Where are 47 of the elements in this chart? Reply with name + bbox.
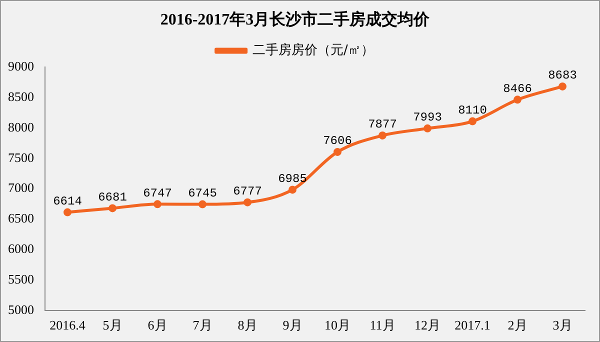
x-tick-label: 9月 bbox=[282, 318, 302, 333]
x-tick-label: 11月 bbox=[370, 318, 396, 333]
y-tick-label: 7000 bbox=[8, 180, 34, 196]
point bbox=[558, 82, 566, 90]
point bbox=[334, 148, 342, 156]
point bbox=[198, 200, 206, 208]
y-tick-label: 5500 bbox=[8, 271, 34, 286]
data-label: 6985 bbox=[278, 172, 307, 186]
x-tick-label: 5月 bbox=[102, 318, 122, 333]
point bbox=[424, 124, 432, 132]
data-label: 6745 bbox=[188, 186, 217, 200]
chart-title: 2016-2017年3月长沙市二手房成交均价 bbox=[160, 10, 431, 29]
point bbox=[514, 96, 522, 104]
x-tick-label: 8月 bbox=[238, 318, 258, 333]
y-tick-label: 6500 bbox=[8, 210, 34, 226]
x-tick-label: 3月 bbox=[552, 318, 572, 333]
y-tick-label: 5000 bbox=[8, 302, 34, 317]
x-tick-label: 7月 bbox=[192, 318, 212, 333]
y-tick-label: 8000 bbox=[8, 119, 34, 134]
x-tick-label: 12月 bbox=[414, 318, 440, 333]
data-label: 8466 bbox=[503, 82, 532, 96]
data-label: 6681 bbox=[98, 190, 127, 204]
point bbox=[154, 200, 162, 208]
point bbox=[288, 186, 296, 194]
data-label: 6614 bbox=[53, 194, 82, 208]
legend-label: 二手房房价（元/㎡） bbox=[252, 42, 374, 58]
y-tick-label: 9000 bbox=[8, 58, 34, 74]
point bbox=[108, 204, 116, 212]
y-tick-label: 7500 bbox=[8, 150, 34, 165]
x-tick-label: 2017.1 bbox=[454, 318, 490, 333]
point bbox=[378, 131, 386, 140]
data-label: 8110 bbox=[458, 103, 487, 118]
x-tick-label: 2月 bbox=[508, 318, 528, 333]
data-label: 7606 bbox=[323, 134, 352, 148]
point bbox=[64, 208, 72, 216]
data-label: 6777 bbox=[233, 184, 262, 199]
point bbox=[244, 198, 252, 206]
y-tick-label: 6000 bbox=[8, 241, 34, 256]
data-label: 8683 bbox=[548, 68, 577, 83]
data-label: 7993 bbox=[413, 110, 442, 125]
x-tick-label: 10月 bbox=[324, 318, 350, 333]
data-label: 6747 bbox=[143, 186, 172, 200]
y-tick-label: 8500 bbox=[8, 89, 34, 104]
data-label: 7877 bbox=[368, 118, 397, 132]
x-tick-label: 2016.4 bbox=[50, 318, 86, 333]
x-tick-label: 6月 bbox=[148, 318, 168, 333]
point bbox=[468, 117, 476, 126]
